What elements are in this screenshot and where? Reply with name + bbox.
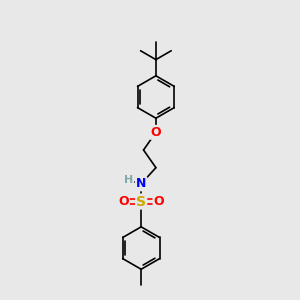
Text: N: N xyxy=(136,177,146,190)
Text: O: O xyxy=(118,195,129,208)
Text: O: O xyxy=(154,195,164,208)
Text: S: S xyxy=(136,194,146,208)
Text: H: H xyxy=(124,175,134,185)
Text: O: O xyxy=(151,126,161,139)
